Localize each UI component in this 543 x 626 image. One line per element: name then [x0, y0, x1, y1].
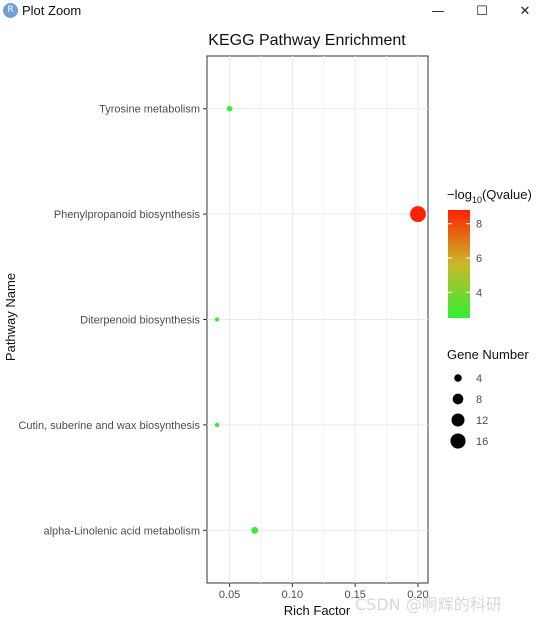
x-tick-label: 0.10 [282, 589, 303, 601]
csdn-watermark: CSDN @啊辉的科研 [355, 595, 502, 614]
size-legend-title: Gene Number [447, 347, 529, 362]
maximize-button[interactable]: ☐ [460, 0, 504, 22]
maximize-icon: ☐ [476, 3, 488, 19]
data-points [214, 105, 426, 534]
size-legend-entries: 4 8 12 16 [450, 373, 488, 449]
size-legend-dot [451, 413, 465, 427]
x-tick-label: 0.20 [407, 589, 428, 601]
color-legend-ticks: 8 6 4 [448, 219, 482, 299]
y-axis-labels: Tyrosine metabolism Phenylpropanoid biosy… [18, 104, 207, 537]
chart-title: KEGG Pathway Enrichment [208, 32, 406, 49]
size-legend-label: 12 [476, 415, 488, 427]
pathway-point [251, 526, 259, 534]
y-tick-label: Tyrosine metabolism [99, 104, 200, 116]
minimize-button[interactable]: — [416, 0, 460, 22]
grid-lines [207, 56, 428, 583]
plot-area: KEGG Pathway Enrichment Tyrosine metabol… [0, 22, 543, 621]
size-legend: Gene Number 4 8 12 16 [447, 347, 529, 449]
size-legend-label: 4 [476, 373, 482, 385]
pathway-point [410, 206, 426, 223]
size-legend-label: 16 [476, 436, 488, 448]
y-tick-label: alpha-Linolenic acid metabolism [43, 525, 200, 537]
kegg-bubble-plot: KEGG Pathway Enrichment Tyrosine metabol… [3, 32, 532, 618]
color-tick-label: 8 [476, 219, 482, 231]
size-legend-label: 8 [476, 394, 482, 406]
color-tick-label: 6 [476, 253, 482, 265]
minimize-icon: — [431, 3, 445, 19]
x-axis-ticks: 0.05 0.10 0.15 0.20 [219, 583, 429, 601]
y-tick-label: Phenylpropanoid biosynthesis [54, 209, 201, 221]
y-tick-label: Diterpenoid biosynthesis [80, 315, 200, 327]
pathway-point [214, 422, 220, 428]
x-tick-label: 0.05 [219, 589, 240, 601]
color-legend: −log10(Qvalue) 8 6 4 [447, 187, 532, 318]
color-legend-title: −log10(Qvalue) [447, 187, 532, 205]
window-titlebar: R Plot Zoom — ☐ ✕ [0, 0, 543, 22]
window-title: Plot Zoom [22, 3, 82, 18]
x-axis-title: Rich Factor [284, 603, 351, 618]
size-legend-dot [452, 393, 464, 405]
r-app-icon: R [3, 3, 18, 18]
color-gradient-bar [448, 210, 470, 318]
x-tick-label: 0.15 [344, 589, 365, 601]
y-axis-title: Pathway Name [3, 273, 18, 361]
close-icon: ✕ [519, 3, 531, 19]
size-legend-dot [454, 374, 462, 382]
pathway-point [226, 105, 233, 112]
color-tick-label: 4 [476, 287, 482, 299]
y-tick-label: Cutin, suberine and wax biosynthesis [18, 420, 200, 432]
pathway-point [214, 317, 220, 322]
size-legend-dot [450, 433, 466, 449]
close-button[interactable]: ✕ [503, 0, 543, 22]
